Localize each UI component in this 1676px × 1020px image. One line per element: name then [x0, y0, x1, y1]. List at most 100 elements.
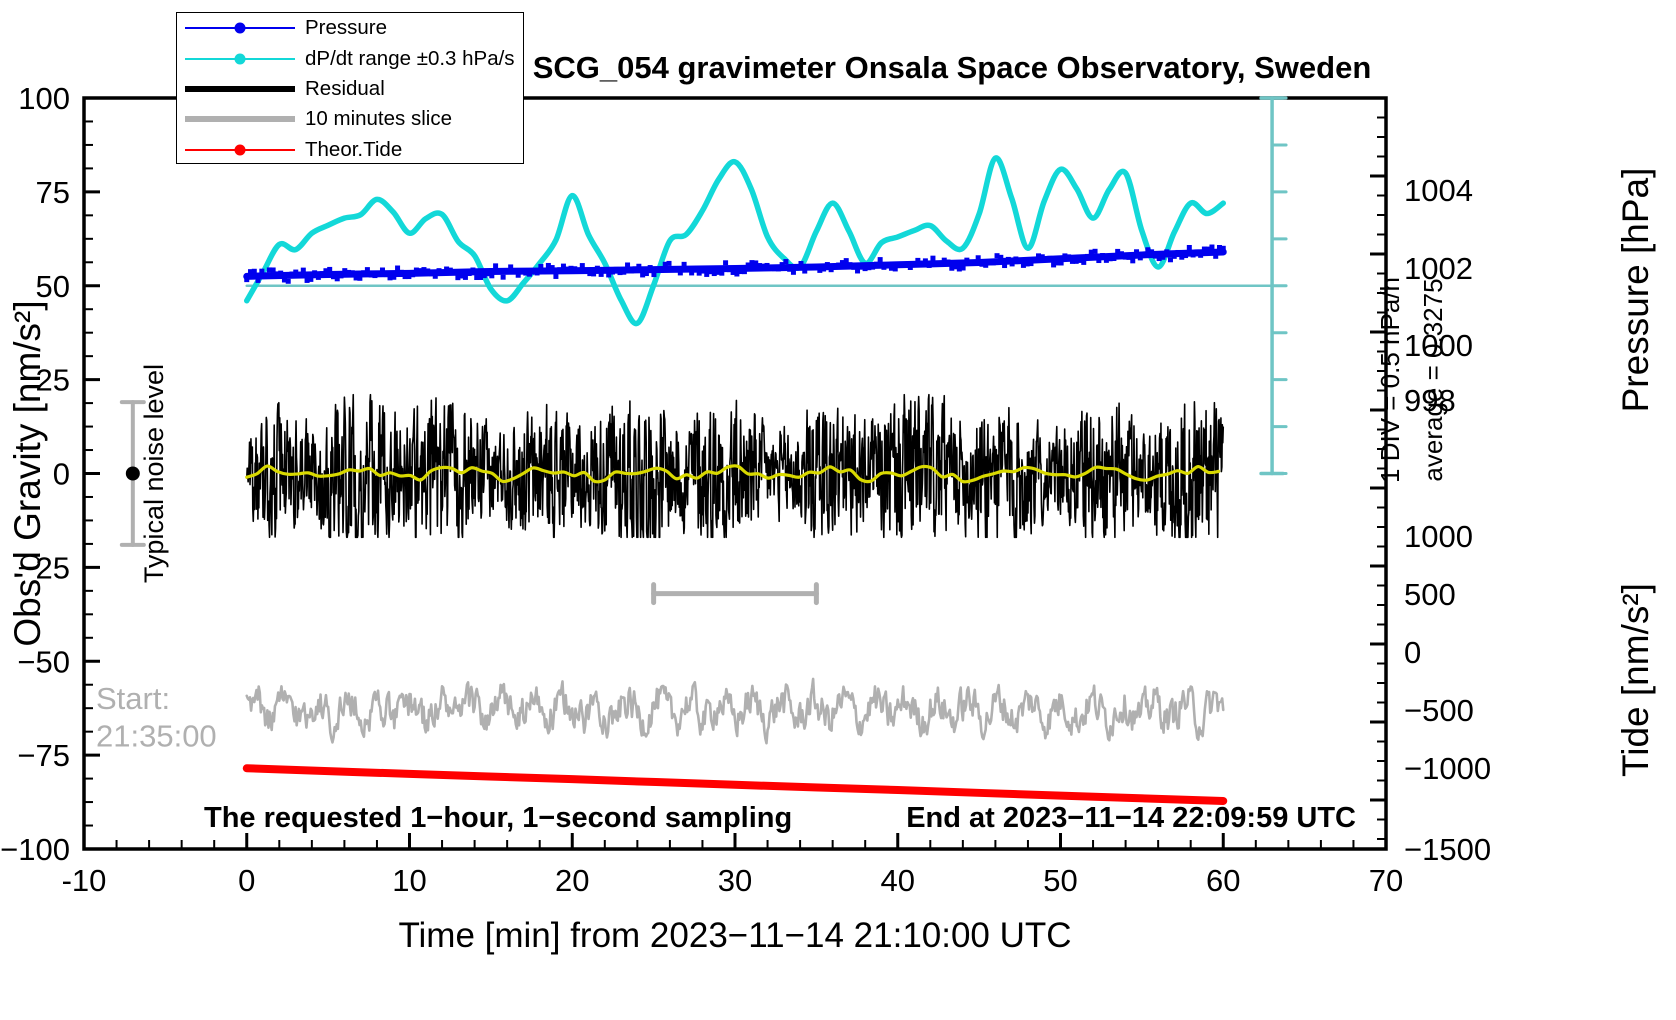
pressure-sample-dot [493, 263, 499, 269]
pressure-tick-label: 1004 [1404, 173, 1473, 208]
pressure-sample-dot [741, 269, 747, 275]
pressure-sample-dot [1092, 248, 1098, 254]
pressure-sample-dot [817, 267, 823, 273]
pressure-sample-dot [681, 261, 687, 267]
pressure-sample-dot [444, 266, 450, 272]
pressure-sample-dot [523, 270, 529, 276]
pressure-sample-dot [485, 271, 491, 277]
pressure-sample-dot [1043, 256, 1049, 262]
legend-item-dp-dt-range-0-3-hpa-s[interactable]: dP/dt range ±0.3 hPa/s [177, 43, 523, 73]
pressure-sample-dot [730, 269, 736, 275]
pressure-sample-dot [1205, 246, 1211, 252]
pressure-sample-dot [960, 265, 966, 271]
chart-legend: Pressure dP/dt range ±0.3 hPa/s Residual 10… [176, 12, 524, 164]
pressure-sample-dot [1186, 244, 1192, 250]
pressure-sample-dot [628, 268, 634, 274]
pressure-sample-dot [677, 270, 683, 276]
pressure-sample-dot [692, 267, 698, 273]
pressure-sample-dot [1160, 254, 1166, 260]
pressure-sample-dot [1171, 253, 1177, 259]
pressure-sample-dot [794, 264, 800, 270]
legend-item-10-minutes-slice[interactable]: 10 minutes slice [177, 104, 523, 134]
pressure-sample-dot [527, 271, 533, 277]
legend-item-residual[interactable]: Residual [177, 74, 523, 104]
pressure-sample-dot [285, 278, 291, 284]
legend-label: 10 minutes slice [305, 107, 452, 131]
pressure-sample-dot [376, 271, 382, 277]
pressure-sample-dot [666, 260, 672, 266]
pressure-sample-dot [655, 267, 661, 273]
legend-line-icon [185, 85, 295, 92]
pressure-sample-dot [564, 266, 570, 272]
legend-line-icon [185, 116, 295, 123]
pressure-sample-dot [1073, 258, 1079, 264]
pressure-sample-dot [798, 260, 804, 266]
pressure-sample-dot [813, 264, 819, 270]
pressure-sample-dot [387, 275, 393, 281]
pressure-sample-dot [549, 265, 555, 271]
pressure-sample-dot [1198, 252, 1204, 258]
noise-level-label: Typical noise level [139, 364, 169, 583]
pressure-sample-dot [357, 275, 363, 281]
pressure-sample-dot [368, 272, 374, 278]
pressure-sample-dot [949, 265, 955, 271]
pressure-sample-dot [266, 267, 272, 273]
pressure-sample-dot [971, 260, 977, 266]
pressure-sample-dot [911, 262, 917, 268]
pressure-sample-dot [715, 269, 721, 275]
pressure-sample-dot [707, 269, 713, 275]
legend-label: Residual [305, 76, 385, 100]
pressure-sample-dot [885, 263, 891, 269]
pressure-sample-dot [609, 269, 615, 275]
pressure-sample-dot [379, 267, 385, 273]
pressure-sample-dot [1164, 249, 1170, 255]
legend-item-theor-tide[interactable]: Theor.Tide [177, 135, 523, 165]
pressure-sample-dot [1009, 261, 1015, 267]
x-tick-label: 10 [392, 863, 426, 898]
y-tick-label: 100 [18, 81, 70, 116]
pressure-sample-dot [1069, 258, 1075, 264]
pressure-sample-dot [308, 276, 314, 282]
pressure-sample-dot [651, 272, 657, 278]
pressure-sample-dot [873, 261, 879, 267]
pressure-sample-dot [768, 264, 774, 270]
x-tick-label: 70 [1369, 863, 1403, 898]
pressure-sample-dot [1122, 254, 1128, 260]
pressure-sample-dot [1047, 255, 1053, 261]
pressure-sample-dot [417, 268, 423, 274]
pressure-tick-label: 1000 [1404, 328, 1473, 363]
pressure-sample-dot [398, 269, 404, 275]
pressure-sample-dot [843, 258, 849, 264]
pressure-sample-dot [930, 255, 936, 261]
pressure-sample-dot [994, 253, 1000, 259]
pressure-sample-dot [361, 270, 367, 276]
pressure-sample-dot [1126, 254, 1132, 260]
pressure-sample-dot [1028, 261, 1034, 267]
y-tick-label: −100 [0, 832, 70, 867]
pressure-sample-dot [749, 260, 755, 266]
pressure-sample-dot [719, 270, 725, 276]
pressure-sample-dot [772, 266, 778, 272]
pressure-sample-dot [338, 273, 344, 279]
pressure-sample-dot [1220, 245, 1226, 251]
pressure-sample-dot [534, 270, 540, 276]
pressure-sample-dot [583, 268, 589, 274]
legend-swatch [185, 140, 295, 160]
pressure-sample-dot [244, 277, 250, 283]
pressure-sample-dot [560, 263, 566, 269]
pressure-sample-dot [990, 260, 996, 266]
y-tick-label: −50 [17, 644, 70, 679]
pressure-sample-dot [1054, 260, 1060, 266]
pressure-sample-dot [685, 266, 691, 272]
y-tick-label: 75 [36, 175, 70, 210]
pressure-sample-dot [508, 264, 514, 270]
x-tick-label: 40 [881, 863, 915, 898]
legend-item-pressure[interactable]: Pressure [177, 13, 523, 43]
pressure-sample-dot [1209, 244, 1215, 250]
pressure-sample-dot [1141, 251, 1147, 257]
pressure-sample-dot [613, 266, 619, 272]
pressure-sample-dot [1039, 254, 1045, 260]
legend-swatch [185, 79, 295, 99]
